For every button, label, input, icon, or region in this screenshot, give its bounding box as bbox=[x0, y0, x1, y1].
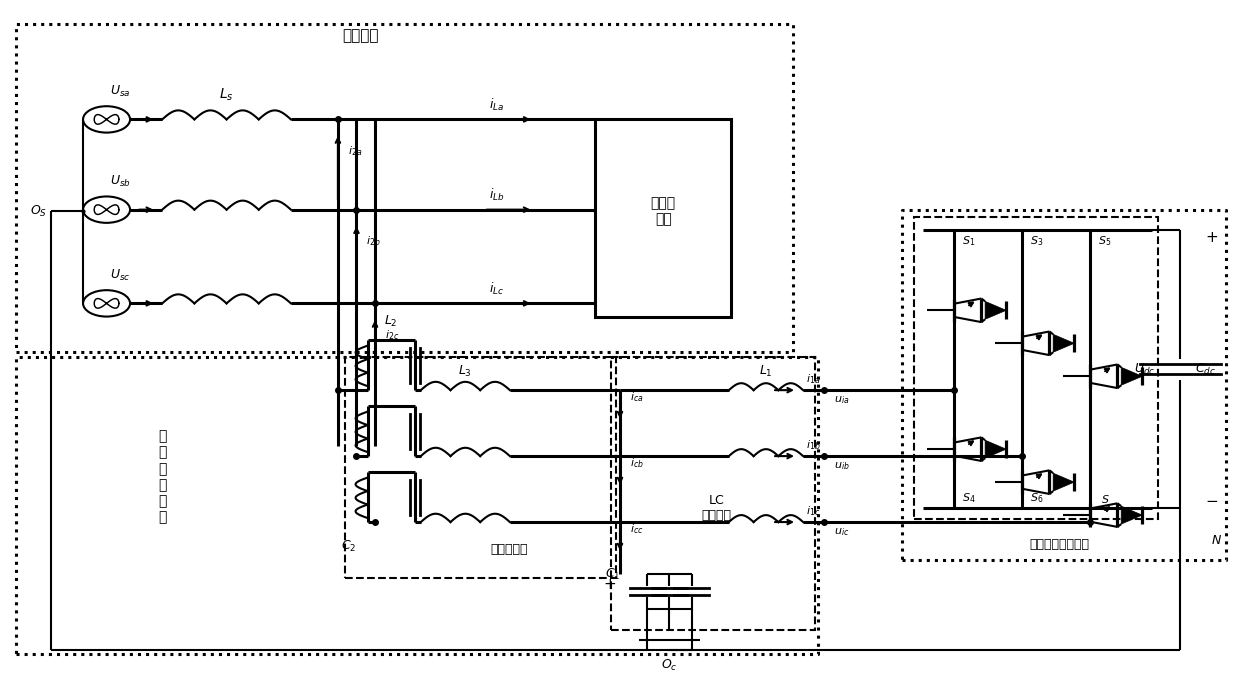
Text: LC
滤波电路: LC 滤波电路 bbox=[702, 494, 732, 522]
Text: $S_1$: $S_1$ bbox=[962, 234, 976, 247]
Text: $i_{1b}$: $i_{1b}$ bbox=[806, 438, 820, 452]
Text: $S_4$: $S_4$ bbox=[962, 491, 976, 505]
Text: 电网部分: 电网部分 bbox=[342, 29, 378, 44]
Text: $C_2$: $C_2$ bbox=[341, 539, 357, 554]
Text: $L_2$: $L_2$ bbox=[384, 314, 398, 329]
Text: $U_{sa}$: $U_{sa}$ bbox=[110, 84, 130, 98]
Text: $U_{dc}$: $U_{dc}$ bbox=[1135, 362, 1156, 377]
Polygon shape bbox=[985, 301, 1006, 319]
Text: $u_{ic}$: $u_{ic}$ bbox=[835, 526, 849, 538]
Text: $i_{2b}$: $i_{2b}$ bbox=[366, 234, 381, 248]
Polygon shape bbox=[1053, 473, 1074, 491]
Text: $C_1$: $C_1$ bbox=[605, 567, 620, 582]
Text: $i_{ca}$: $i_{ca}$ bbox=[630, 390, 644, 404]
Text: $i_{1c}$: $i_{1c}$ bbox=[806, 504, 820, 518]
Text: $U_{sb}$: $U_{sb}$ bbox=[110, 174, 131, 189]
Text: $S_5$: $S_5$ bbox=[1099, 234, 1111, 247]
Text: +: + bbox=[604, 577, 616, 592]
Text: $u_{ib}$: $u_{ib}$ bbox=[835, 461, 849, 473]
Text: $L_1$: $L_1$ bbox=[759, 364, 773, 379]
Text: 非线性
负载: 非线性 负载 bbox=[651, 197, 676, 227]
Text: $i_{2c}$: $i_{2c}$ bbox=[384, 328, 399, 342]
Polygon shape bbox=[985, 441, 1006, 458]
Polygon shape bbox=[1121, 506, 1142, 524]
Bar bbox=[345, 357, 616, 578]
Text: $U_{sc}$: $U_{sc}$ bbox=[110, 268, 130, 282]
Polygon shape bbox=[1121, 367, 1142, 385]
Text: $i_{2a}$: $i_{2a}$ bbox=[347, 144, 362, 158]
Text: $i_{cb}$: $i_{cb}$ bbox=[630, 457, 644, 470]
Bar bbox=[595, 119, 732, 317]
Text: $S_6$: $S_6$ bbox=[1030, 491, 1044, 505]
Text: 双谐振部分: 双谐振部分 bbox=[490, 544, 527, 556]
Text: $i_{Lc}$: $i_{Lc}$ bbox=[489, 281, 503, 297]
Text: $i_{cc}$: $i_{cc}$ bbox=[630, 523, 644, 536]
Text: $L_3$: $L_3$ bbox=[459, 364, 472, 379]
Text: $u_{ia}$: $u_{ia}$ bbox=[835, 395, 849, 406]
Bar bbox=[611, 357, 816, 629]
Bar bbox=[914, 217, 1158, 519]
Text: $S$: $S$ bbox=[1101, 493, 1110, 505]
Text: $O_S$: $O_S$ bbox=[30, 204, 47, 219]
Polygon shape bbox=[1053, 335, 1074, 352]
Text: +: + bbox=[1205, 230, 1218, 245]
Text: −: − bbox=[1205, 493, 1218, 509]
Text: $O_c$: $O_c$ bbox=[661, 657, 678, 673]
Text: $C_{dc}$: $C_{dc}$ bbox=[1195, 362, 1216, 377]
Text: $N$: $N$ bbox=[1210, 535, 1221, 547]
Text: $L_s$: $L_s$ bbox=[219, 86, 234, 103]
Text: $S_3$: $S_3$ bbox=[1030, 234, 1044, 247]
Text: $i_{1a}$: $i_{1a}$ bbox=[806, 372, 820, 385]
Text: 全控性电压逆变器: 全控性电压逆变器 bbox=[1029, 538, 1089, 551]
Text: $i_{La}$: $i_{La}$ bbox=[489, 97, 503, 113]
Text: 有
源
滤
波
部
分: 有 源 滤 波 部 分 bbox=[157, 429, 166, 524]
Text: $i_{Lb}$: $i_{Lb}$ bbox=[489, 187, 503, 204]
